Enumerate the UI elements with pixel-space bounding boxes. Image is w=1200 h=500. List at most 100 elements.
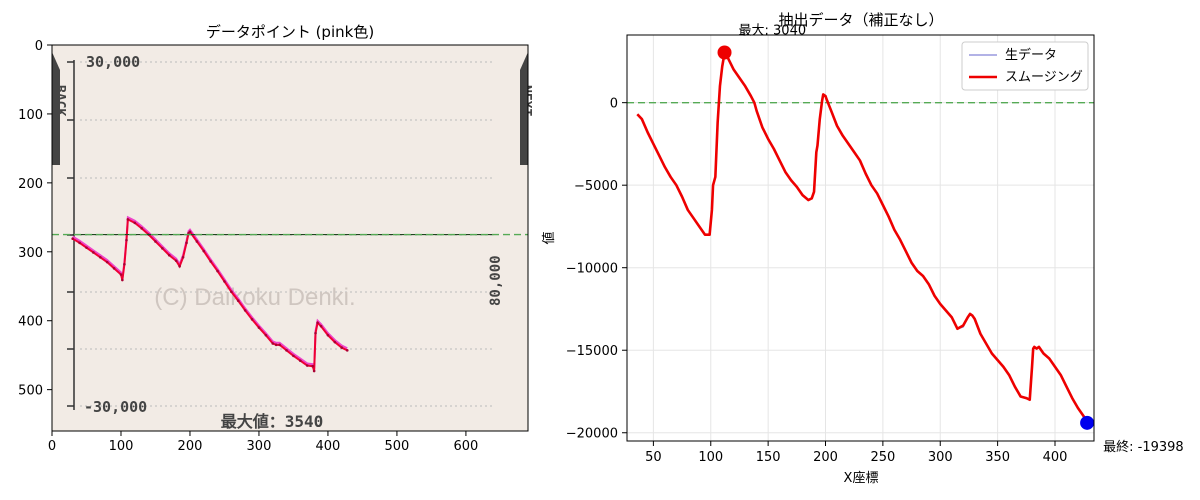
pink-data-point <box>305 364 309 367</box>
x-tick-label: 250 <box>870 450 895 465</box>
image-background <box>52 45 528 431</box>
pink-data-point <box>299 359 302 362</box>
right-chart-title: 抽出データ（補正なし） <box>778 11 943 29</box>
pink-data-point <box>250 318 254 321</box>
pink-data-point <box>133 221 137 225</box>
pink-data-point <box>195 240 199 243</box>
image-top-value: 30,000 <box>86 53 140 71</box>
pink-data-point <box>278 343 281 347</box>
pink-data-point <box>167 253 171 257</box>
right-axes-frame <box>626 34 1095 442</box>
pink-data-point <box>161 247 164 250</box>
pink-data-point <box>311 364 315 368</box>
pink-data-point <box>264 333 268 337</box>
pink-data-point <box>112 267 116 270</box>
annotation-markers <box>717 45 1095 430</box>
right-axes-ticks: 50 100 150 200 250 300 350 400 0 −5000 −10000 −1500… <box>566 97 1068 465</box>
legend-label-raw: 生データ <box>1005 47 1057 63</box>
pink-data-point <box>333 340 337 344</box>
image-right-value: 80,000 <box>488 255 504 306</box>
pink-data-point <box>216 269 219 273</box>
left-y-tick-label: 500 <box>18 384 43 399</box>
max-annotation: 最大: 3040 <box>739 23 807 38</box>
pink-data-point <box>125 238 128 242</box>
pink-data-point <box>119 273 123 276</box>
pink-data-point <box>230 290 233 294</box>
pink-data-points <box>71 218 349 373</box>
pink-data-point <box>274 343 278 347</box>
left-x-tick-label: 300 <box>247 439 272 454</box>
left-y-tick-label: 0 <box>35 39 43 54</box>
pink-data-point <box>223 280 226 283</box>
pink-data-point <box>243 309 247 312</box>
smoothed-line <box>636 51 1089 424</box>
legend: 生データ スムージング <box>961 41 1089 91</box>
pink-data-point <box>285 349 288 352</box>
grid-lines <box>627 35 1094 441</box>
pink-data-point <box>319 324 323 328</box>
pink-data-point <box>326 333 330 337</box>
left-axes-frame <box>51 44 529 432</box>
pink-data-point <box>121 278 124 282</box>
pink-data-point <box>105 260 109 264</box>
pink-data-point <box>314 331 317 335</box>
image-bottom-value: -30,000 <box>84 398 147 416</box>
raw-data-line <box>636 52 1088 424</box>
next-arrow-icon <box>520 52 528 165</box>
y-tick-label: −10000 <box>566 262 618 277</box>
x-tick-label: 150 <box>756 450 781 465</box>
y-axis-label: 値 <box>541 231 557 244</box>
left-x-tick-label: 400 <box>316 439 341 454</box>
back-label: BACK <box>52 85 67 116</box>
pink-data-point <box>236 299 240 303</box>
pink-data-point <box>85 246 88 249</box>
x-tick-label: 50 <box>645 450 662 465</box>
pink-data-point <box>154 240 157 243</box>
pink-data-point <box>312 369 316 373</box>
pink-data-point <box>185 241 188 245</box>
pink-data-point <box>345 349 349 352</box>
final-annotation: 最終: -19398 <box>1103 439 1184 455</box>
next-label: NEXT <box>518 85 533 116</box>
left-axes-ticks: 0 100 200 300 400 500 600 0 100 200 300 400 500 <box>18 39 478 454</box>
left-x-tick-label: 500 <box>385 439 410 454</box>
left-x-tick-label: 100 <box>109 439 134 454</box>
watermark: (C) Daikoku Denki. <box>154 284 355 311</box>
left-x-tick-label: 200 <box>178 439 203 454</box>
left-chart-title: データポイント (pink色) <box>206 23 374 41</box>
left-y-tick-label: 200 <box>18 177 43 192</box>
pink-data-point <box>71 237 74 240</box>
pink-data-point <box>92 251 95 254</box>
left-image-panel: データポイント (pink色) BACK NEXT 30,000 -30,000… <box>18 23 533 454</box>
back-arrow-icon <box>52 52 60 165</box>
screenshot-image: BACK NEXT 30,000 -30,000 80,000 (C) Daik… <box>52 45 533 431</box>
pink-data-point <box>181 255 185 259</box>
pink-data-point <box>316 321 319 325</box>
pink-data-point <box>126 218 130 221</box>
x-tick-label: 200 <box>813 450 838 465</box>
pink-data-point <box>292 354 295 358</box>
x-tick-label: 400 <box>1043 450 1068 465</box>
left-x-tick-label: 600 <box>453 439 478 454</box>
pink-data-point <box>188 230 192 234</box>
left-x-tick-label: 0 <box>48 439 56 454</box>
y-tick-label: −5000 <box>574 179 618 194</box>
x-tick-label: 100 <box>698 450 723 465</box>
y-tick-label: −20000 <box>566 427 618 442</box>
x-tick-label: 350 <box>985 450 1010 465</box>
y-tick-label: −15000 <box>566 344 618 359</box>
final-marker <box>1080 415 1095 430</box>
image-max-label: 最大値：3540 <box>221 412 324 431</box>
pink-data-point <box>209 260 212 263</box>
left-y-tick-label: 100 <box>18 108 43 123</box>
x-tick-label: 300 <box>928 450 953 465</box>
pink-data-point <box>123 262 126 266</box>
series-lines <box>636 51 1089 424</box>
max-marker <box>717 45 732 60</box>
y-tick-label: 0 <box>610 97 618 112</box>
pink-data-point <box>174 259 178 263</box>
x-axis-label: X座標 <box>844 471 879 486</box>
pink-data-point <box>271 342 275 345</box>
pink-data-point <box>202 249 206 253</box>
